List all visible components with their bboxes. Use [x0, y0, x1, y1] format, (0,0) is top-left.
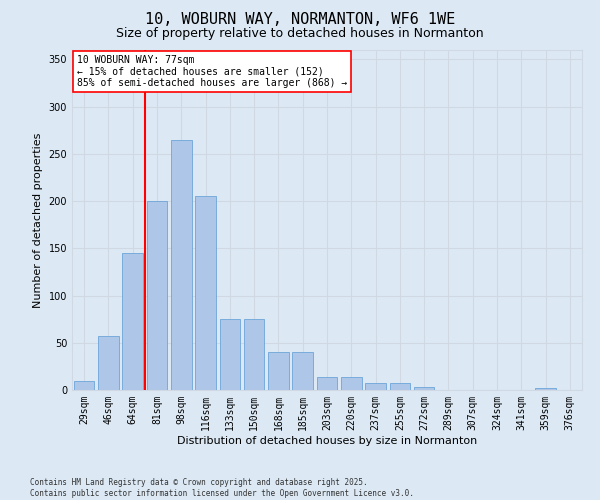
Bar	[146, 201, 167, 390]
Bar	[414, 387, 434, 390]
X-axis label: Distribution of detached houses by size in Normanton: Distribution of detached houses by size …	[177, 436, 477, 446]
Bar	[122, 253, 143, 390]
Bar	[535, 388, 556, 390]
Text: Size of property relative to detached houses in Normanton: Size of property relative to detached ho…	[116, 28, 484, 40]
Bar	[98, 336, 119, 390]
Bar	[365, 384, 386, 390]
Bar	[220, 319, 240, 390]
Bar	[171, 140, 191, 390]
Bar	[244, 319, 265, 390]
Bar	[74, 380, 94, 390]
Bar	[389, 384, 410, 390]
Text: 10, WOBURN WAY, NORMANTON, WF6 1WE: 10, WOBURN WAY, NORMANTON, WF6 1WE	[145, 12, 455, 28]
Bar	[292, 352, 313, 390]
Bar	[341, 377, 362, 390]
Text: 10 WOBURN WAY: 77sqm
← 15% of detached houses are smaller (152)
85% of semi-deta: 10 WOBURN WAY: 77sqm ← 15% of detached h…	[77, 55, 347, 88]
Text: Contains HM Land Registry data © Crown copyright and database right 2025.
Contai: Contains HM Land Registry data © Crown c…	[30, 478, 414, 498]
Bar	[317, 377, 337, 390]
Bar	[268, 352, 289, 390]
Bar	[195, 196, 216, 390]
Y-axis label: Number of detached properties: Number of detached properties	[33, 132, 43, 308]
